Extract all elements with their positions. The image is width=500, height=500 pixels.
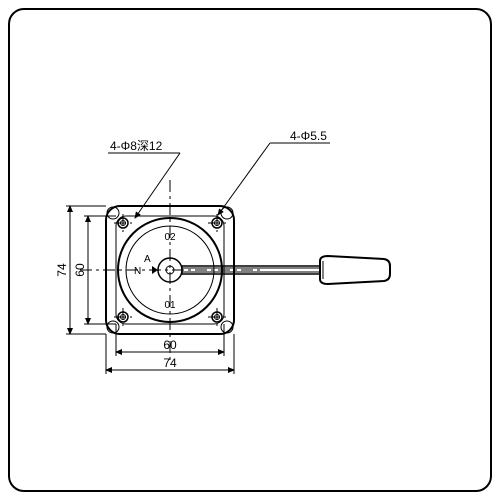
pointer-label: A [144,254,151,265]
pos-01: 01 [164,300,176,311]
pos-n: N [134,266,141,277]
pos-02: 02 [164,232,176,243]
callout-right: 4-Φ5.5 [290,129,327,143]
plate-outer [106,206,234,334]
callout-left: 4-Φ8深12 [110,139,163,153]
drawing: 02 01 NA 60 74 60 74 4-Φ8深12 4-Φ5.5 [0,0,500,500]
dim-label: 74 [55,263,69,277]
handle-grip [320,256,390,284]
main-view: 02 01 NA 60 74 60 74 4-Φ8深12 4-Φ5.5 [55,129,390,374]
dim-label: 60 [73,263,87,277]
dim-label: 60 [163,338,177,352]
dim-label: 74 [163,356,177,370]
pointer-icon [152,266,158,274]
